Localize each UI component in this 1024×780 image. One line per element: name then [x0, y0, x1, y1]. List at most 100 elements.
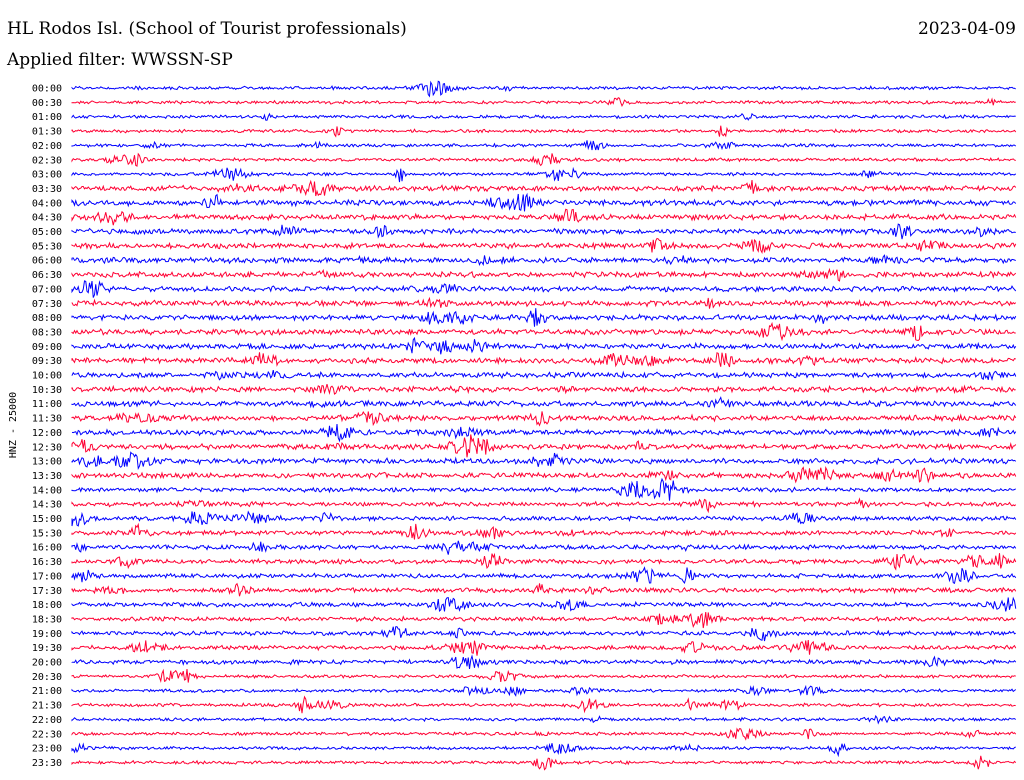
trace-row [71, 125, 1017, 138]
trace-row [71, 152, 1016, 167]
trace-row [71, 254, 1016, 267]
row-time-label: 23:00 [32, 744, 62, 755]
trace-row [71, 727, 1017, 741]
row-time-label: 08:00 [32, 313, 62, 324]
row-time-label: 14:00 [32, 485, 62, 496]
trace-row [71, 742, 1016, 758]
trace-row [71, 369, 1017, 381]
row-time-label: 07:00 [32, 284, 62, 295]
row-time-label: 01:00 [32, 112, 62, 123]
row-time-label: 04:30 [32, 213, 62, 224]
trace-row [71, 552, 1017, 571]
row-time-label: 21:00 [32, 686, 62, 697]
row-time-label: 13:00 [32, 457, 62, 468]
trace-row [71, 626, 1016, 642]
y-axis-label: HNZ - 25000 [8, 392, 19, 458]
trace-row [71, 477, 1016, 501]
row-time-label: 17:00 [32, 571, 62, 582]
trace-row [71, 208, 1017, 226]
row-time-label: 16:00 [32, 543, 62, 554]
trace-row [71, 192, 1017, 212]
row-time-label: 10:00 [32, 371, 62, 382]
trace-row [71, 566, 1017, 585]
trace-row [71, 352, 1016, 368]
row-time-label: 03:30 [32, 184, 62, 195]
row-time-label: 22:00 [32, 715, 62, 726]
row-time-label: 00:30 [32, 98, 62, 109]
row-time-label: 20:30 [32, 672, 62, 683]
trace-row [71, 695, 1016, 714]
row-time-label: 12:30 [32, 442, 62, 453]
row-time-label: 20:00 [32, 658, 62, 669]
row-time-label: 05:30 [32, 241, 62, 252]
row-time-label: 19:00 [32, 629, 62, 640]
trace-row [71, 410, 1017, 427]
trace-row [71, 434, 1017, 458]
trace-row [71, 714, 1017, 725]
row-time-label: 17:30 [32, 586, 62, 597]
trace-row [71, 640, 1017, 656]
row-time-label: 22:30 [32, 729, 62, 740]
trace-row [71, 237, 1017, 255]
row-time-label: 06:30 [32, 270, 62, 281]
trace-row [71, 540, 1017, 555]
trace-row [71, 166, 1017, 183]
row-time-label: 09:30 [32, 356, 62, 367]
trace-row [71, 267, 1017, 282]
trace-row [71, 522, 1017, 540]
row-time-label: 02:00 [32, 141, 62, 152]
row-time-label: 14:30 [32, 500, 62, 511]
row-time-label: 18:00 [32, 600, 62, 611]
trace-row [71, 179, 1017, 197]
trace-row [71, 596, 1017, 613]
row-time-label: 16:30 [32, 557, 62, 568]
row-time-label: 08:30 [32, 327, 62, 338]
row-time-label: 13:30 [32, 471, 62, 482]
trace-row [71, 112, 1016, 121]
trace-row [71, 582, 1017, 597]
row-time-label: 15:00 [32, 514, 62, 525]
row-time-label: 21:30 [32, 701, 62, 712]
row-time-label: 05:00 [32, 227, 62, 238]
row-time-label: 11:00 [32, 399, 62, 410]
row-time-label: 18:30 [32, 614, 62, 625]
row-time-label: 19:30 [32, 643, 62, 654]
row-time-label: 15:30 [32, 528, 62, 539]
trace-row [71, 612, 1017, 629]
station-title: HL Rodos Isl. (School of Tourist profess… [7, 19, 407, 39]
filter-label: Applied filter: WWSSN-SP [7, 50, 233, 70]
trace-row [71, 336, 1017, 355]
trace-row [71, 396, 1017, 409]
row-time-label: 01:30 [32, 127, 62, 138]
trace-row [71, 755, 1017, 771]
row-time-label: 23:30 [32, 758, 62, 769]
row-time-label: 00:00 [32, 84, 62, 95]
trace-row [71, 451, 1017, 471]
trace-row [71, 140, 1017, 151]
trace-row [71, 465, 1017, 484]
trace-row [71, 383, 1016, 395]
trace-row [71, 424, 1017, 443]
trace-row [71, 308, 1017, 327]
trace-row [71, 223, 1016, 240]
trace-row [71, 654, 1017, 669]
row-time-label: 10:30 [32, 385, 62, 396]
trace-row [71, 280, 1017, 298]
row-time-label: 02:30 [32, 155, 62, 166]
trace-row [71, 684, 1017, 697]
row-time-label: 03:00 [32, 170, 62, 181]
trace-row [71, 510, 1017, 527]
row-time-label: 07:30 [32, 299, 62, 310]
date-label: 2023-04-09 [917, 19, 1016, 39]
row-time-label: 12:00 [32, 428, 62, 439]
row-time-label: 04:00 [32, 198, 62, 209]
row-time-label: 06:00 [32, 256, 62, 267]
trace-row [71, 80, 1016, 98]
trace-row [71, 497, 1017, 514]
row-time-label: 09:00 [32, 342, 62, 353]
trace-row [71, 321, 1016, 342]
trace-row [71, 296, 1017, 309]
row-time-label: 11:30 [32, 414, 62, 425]
trace-row [71, 97, 1016, 107]
